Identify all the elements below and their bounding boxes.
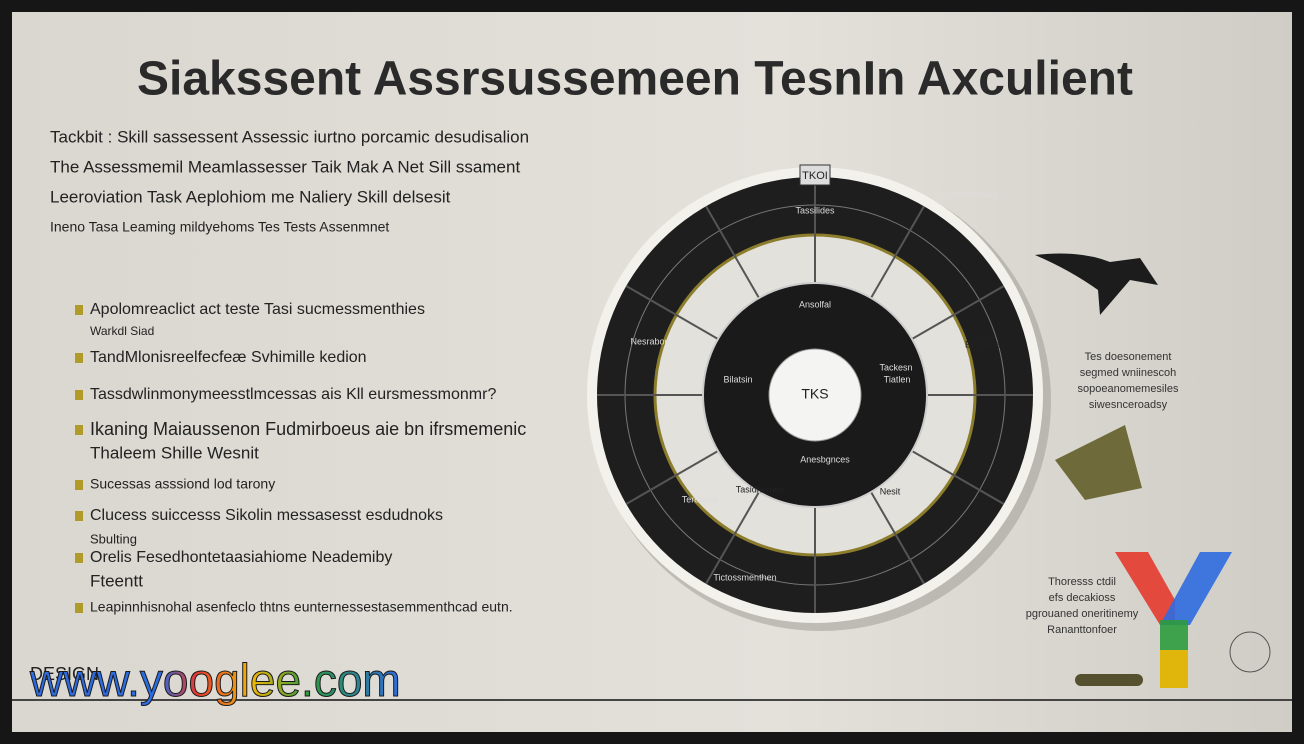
bullet-text: Orelis Fesedhontetaasiahiome Neademiby: [90, 549, 392, 566]
ring-label: Nesrabon: [630, 336, 669, 346]
segment-line: [909, 449, 1005, 505]
bullet-text: Ikaning Maiaussenon Fudmirboeus aie bn i…: [90, 419, 526, 439]
ring-label: Terehess: [682, 494, 719, 504]
bullet-sub: Sbulting: [90, 531, 137, 546]
bullet-sub: Warkdl Siad: [90, 324, 154, 338]
note: sopoeanomemesiles: [1078, 383, 1179, 395]
note: pgrouaned oneritinemy: [1026, 608, 1139, 620]
ring-label: Bilatsin: [723, 374, 752, 384]
ring-label: Tictossmenthen: [713, 572, 776, 582]
center-label: TKS: [801, 386, 828, 402]
intro-line: Tackbit : Skill sassessent Assessic iurt…: [50, 127, 529, 146]
bullet: [75, 425, 83, 435]
intro-line: Leeroviation Task Aeplohiom me Naliery S…: [50, 187, 451, 206]
top-box: [799, 164, 831, 186]
segment-line: [705, 489, 761, 585]
segment-line: [909, 285, 1005, 341]
bullet-text: Leapinnhisnohal asenfeclo thtns eunterne…: [90, 599, 513, 615]
y-logo: [1115, 552, 1232, 688]
center-circle: [768, 348, 862, 442]
watermark: www.yooglee.com: [29, 654, 401, 706]
globe-icon: [1229, 631, 1271, 673]
ring-label: Tocsmeninemcs: [933, 189, 998, 199]
ring-label: Tassilides: [795, 205, 835, 215]
ring-label: Tiatlen: [884, 374, 911, 384]
note: Thoresss ctdil: [1048, 576, 1116, 588]
note: Rananttonfoer: [1047, 624, 1117, 636]
bullet: [75, 553, 83, 563]
bullet-sub: Fteentt: [90, 571, 143, 590]
bird-icon: [1035, 253, 1158, 315]
segment-line: [869, 205, 925, 301]
note: efs decakioss: [1049, 592, 1116, 604]
bullet-text: Clucess suiccesss Sikolin messasesst esd…: [90, 507, 443, 524]
intro-line: Ineno Tasa Leaming mildyehoms Tes Tests …: [50, 219, 389, 235]
note: segmed wniinescoh: [1080, 367, 1177, 379]
segment-line: [705, 205, 761, 301]
ring-label: Anesbgnces: [800, 454, 850, 464]
ring-label: Tackesn: [879, 362, 912, 372]
bullet-text: Apolomreaclict act teste Tasi sucmessmen…: [90, 301, 425, 318]
segment-line: [869, 489, 925, 585]
ring-label: Elo Fasec: [965, 339, 1006, 349]
note: Tes doesonement: [1085, 351, 1172, 363]
footer-label: DESIGN: [30, 664, 99, 684]
bullet-sub: Thaleem Shille Wesnit: [90, 443, 259, 462]
ring-label: Tasidhemen: [736, 484, 785, 494]
top-label: TKOI: [802, 170, 828, 182]
intro-line: The Assessmemil Meamlassesser Taik Mak A…: [50, 157, 520, 176]
ring-label: Ansolfal: [799, 299, 831, 309]
bullet: [75, 305, 83, 315]
marker: [1075, 674, 1143, 686]
bullet: [75, 390, 83, 400]
bullet: [75, 603, 83, 613]
bullet-text: Sucessas asssiond lod tarony: [90, 476, 275, 492]
title: Siakssent Assrsussemeen TesnIn Axculient: [137, 53, 1133, 106]
bullet-text: TandMlonisreelfecfeæ Svhimille kedion: [90, 349, 367, 366]
note: siwesnceroadsy: [1089, 399, 1168, 411]
bullet: [75, 480, 83, 490]
bullet: [75, 511, 83, 521]
ring-label: Nesit: [880, 486, 901, 496]
bullet-text: Tassdwlinmonymeesstlmcessas ais Kll eurs…: [90, 386, 496, 403]
paper-icon: [1055, 425, 1142, 500]
segment-line: [625, 285, 721, 341]
diagram: TKS TKOI Tassilides Ansolfal Nesrabon Elo Fas…: [587, 164, 1051, 631]
segment-line: [625, 449, 721, 505]
bullet: [75, 353, 83, 363]
